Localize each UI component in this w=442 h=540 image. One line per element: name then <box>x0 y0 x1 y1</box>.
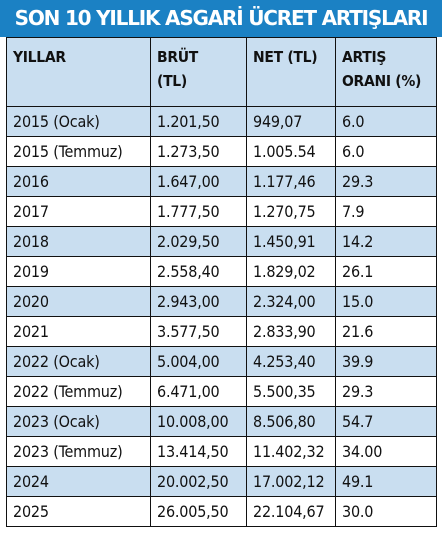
cell-rate: 30.0 <box>335 496 437 527</box>
cell-net: 949,07 <box>246 106 336 137</box>
table-row: 2015 (Ocak) 1.201,50 949,07 6.0 <box>6 106 437 137</box>
table-row: 2020 2.943,00 2.324,00 15.0 <box>6 286 437 317</box>
cell-gross: 20.002,50 <box>150 466 247 497</box>
table-row: 2024 20.002,50 17.002,12 49.1 <box>6 466 437 497</box>
cell-gross: 1.201,50 <box>150 106 247 137</box>
cell-net: 1.450,91 <box>246 226 336 257</box>
cell-gross: 2.029,50 <box>150 226 247 257</box>
minimum-wage-table: YILLAR BRÜT (TL) NET (TL) ARTIŞ ORANI (%… <box>6 37 437 527</box>
table-row: 2019 2.558,40 1.829,02 26.1 <box>6 256 437 287</box>
cell-gross: 26.005,50 <box>150 496 247 527</box>
cell-net: 4.253,40 <box>246 346 336 377</box>
cell-rate: 29.3 <box>335 376 437 407</box>
header-year: YILLAR <box>6 37 151 107</box>
cell-year: 2021 <box>6 316 151 347</box>
cell-net: 11.402,32 <box>246 436 336 467</box>
cell-net: 2.833,90 <box>246 316 336 347</box>
cell-net: 1.829,02 <box>246 256 336 287</box>
table-body: 2015 (Ocak) 1.201,50 949,07 6.0 2015 (Temmuz… <box>6 106 437 527</box>
header-row: YILLAR BRÜT (TL) NET (TL) ARTIŞ ORANI (%… <box>6 37 437 107</box>
header-rate: ARTIŞ ORANI (%) <box>335 37 437 107</box>
cell-gross: 10.008,00 <box>150 406 247 437</box>
cell-gross: 5.004,00 <box>150 346 247 377</box>
table-row: 2017 1.777,50 1.270,75 7.9 <box>6 196 437 227</box>
header-rate-line-2: ORANI (%) <box>342 72 422 90</box>
cell-gross: 6.471,00 <box>150 376 247 407</box>
cell-rate: 21.6 <box>335 316 437 347</box>
cell-gross: 3.577,50 <box>150 316 247 347</box>
table-row: 2015 (Temmuz) 1.273,50 1.005.54 6.0 <box>6 136 437 167</box>
header-net-label: NET (TL) <box>253 48 318 66</box>
cell-rate: 39.9 <box>335 346 437 377</box>
cell-rate: 14.2 <box>335 226 437 257</box>
table-row: 2023 (Temmuz) 13.414,50 11.402,32 34.00 <box>6 436 437 467</box>
cell-rate: 6.0 <box>335 136 437 167</box>
cell-year: 2022 (Temmuz) <box>6 376 151 407</box>
cell-rate: 49.1 <box>335 466 437 497</box>
cell-year: 2020 <box>6 286 151 317</box>
table-row: 2022 (Ocak) 5.004,00 4.253,40 39.9 <box>6 346 437 377</box>
cell-rate: 26.1 <box>335 256 437 287</box>
cell-year: 2024 <box>6 466 151 497</box>
cell-year: 2019 <box>6 256 151 287</box>
cell-net: 22.104,67 <box>246 496 336 527</box>
header-gross-line-1: BRÜT <box>157 48 199 66</box>
cell-year: 2023 (Temmuz) <box>6 436 151 467</box>
cell-year: 2017 <box>6 196 151 227</box>
header-net: NET (TL) <box>246 37 336 107</box>
cell-net: 2.324,00 <box>246 286 336 317</box>
table-row: 2018 2.029,50 1.450,91 14.2 <box>6 226 437 257</box>
header-rate-line-1: ARTIŞ <box>342 48 387 66</box>
cell-rate: 7.9 <box>335 196 437 227</box>
header-year-label: YILLAR <box>13 48 66 66</box>
cell-rate: 34.00 <box>335 436 437 467</box>
table-row: 2021 3.577,50 2.833,90 21.6 <box>6 316 437 347</box>
table-row: 2025 26.005,50 22.104,67 30.0 <box>6 496 437 527</box>
cell-net: 1.005.54 <box>246 136 336 167</box>
table-row: 2023 (Ocak) 10.008,00 8.506,80 54.7 <box>6 406 437 437</box>
cell-net: 1.177,46 <box>246 166 336 197</box>
cell-net: 17.002,12 <box>246 466 336 497</box>
cell-gross: 13.414,50 <box>150 436 247 467</box>
cell-rate: 15.0 <box>335 286 437 317</box>
cell-rate: 54.7 <box>335 406 437 437</box>
cell-gross: 1.647,00 <box>150 166 247 197</box>
cell-year: 2023 (Ocak) <box>6 406 151 437</box>
header-gross: BRÜT (TL) <box>150 37 247 107</box>
cell-year: 2025 <box>6 496 151 527</box>
table-row: 2022 (Temmuz) 6.471,00 5.500,35 29.3 <box>6 376 437 407</box>
cell-gross: 1.777,50 <box>150 196 247 227</box>
cell-net: 5.500,35 <box>246 376 336 407</box>
cell-gross: 2.558,40 <box>150 256 247 287</box>
cell-year: 2018 <box>6 226 151 257</box>
cell-rate: 6.0 <box>335 106 437 137</box>
cell-gross: 2.943,00 <box>150 286 247 317</box>
cell-net: 8.506,80 <box>246 406 336 437</box>
cell-year: 2022 (Ocak) <box>6 346 151 377</box>
cell-year: 2015 (Ocak) <box>6 106 151 137</box>
cell-year: 2016 <box>6 166 151 197</box>
table-row: 2016 1.647,00 1.177,46 29.3 <box>6 166 437 197</box>
cell-rate: 29.3 <box>335 166 437 197</box>
cell-net: 1.270,75 <box>246 196 336 227</box>
header-gross-line-2: (TL) <box>157 72 187 90</box>
cell-year: 2015 (Temmuz) <box>6 136 151 167</box>
cell-gross: 1.273,50 <box>150 136 247 167</box>
table-title: SON 10 YILLIK ASGARİ ÜCRET ARTIŞLARI <box>0 0 442 37</box>
